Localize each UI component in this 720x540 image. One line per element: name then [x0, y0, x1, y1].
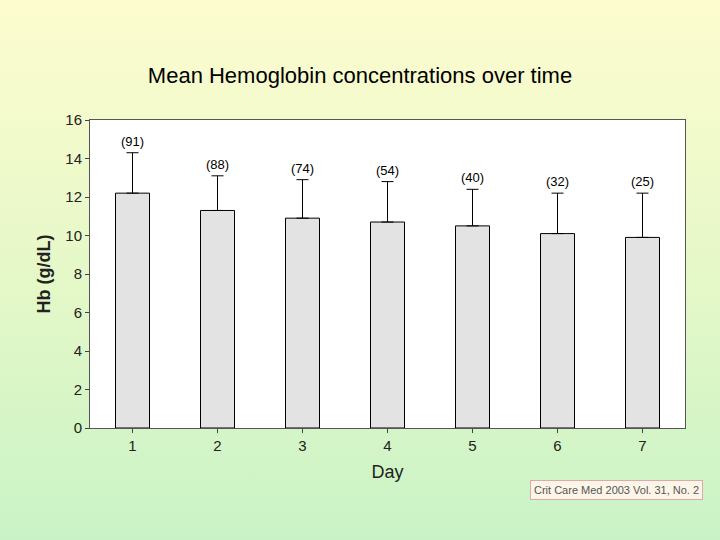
svg-text:(40): (40)	[461, 170, 484, 185]
svg-text:4: 4	[74, 342, 82, 359]
svg-text:2: 2	[74, 381, 82, 398]
svg-text:(91): (91)	[121, 134, 144, 149]
svg-text:8: 8	[74, 265, 82, 282]
svg-text:16: 16	[65, 111, 82, 128]
svg-text:(88): (88)	[206, 157, 229, 172]
svg-text:Day: Day	[371, 462, 403, 482]
svg-text:2: 2	[213, 437, 221, 454]
svg-text:10: 10	[65, 227, 82, 244]
svg-text:3: 3	[298, 437, 306, 454]
svg-text:0: 0	[74, 419, 82, 436]
svg-text:(74): (74)	[291, 161, 314, 176]
svg-text:(32): (32)	[546, 174, 569, 189]
svg-text:6: 6	[74, 304, 82, 321]
svg-text:6: 6	[553, 437, 561, 454]
svg-text:1: 1	[128, 437, 136, 454]
svg-text:(54): (54)	[376, 163, 399, 178]
svg-text:Crit Care Med 2003 Vol. 31, No: Crit Care Med 2003 Vol. 31, No. 2	[534, 484, 699, 496]
svg-text:5: 5	[468, 437, 476, 454]
svg-text:4: 4	[383, 437, 391, 454]
svg-text:12: 12	[65, 188, 82, 205]
svg-text:14: 14	[65, 150, 82, 167]
svg-text:7: 7	[638, 437, 646, 454]
svg-text:Hb (g/dL): Hb (g/dL)	[34, 235, 54, 314]
svg-text:Mean Hemoglobin concentrations: Mean Hemoglobin concentrations over time	[148, 63, 572, 88]
svg-text:(25): (25)	[631, 174, 654, 189]
